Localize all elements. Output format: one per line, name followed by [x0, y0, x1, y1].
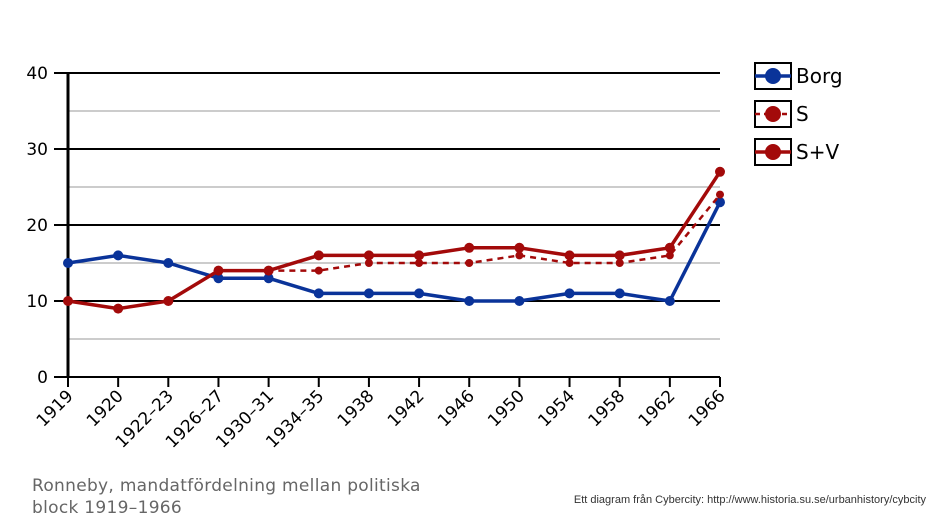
data-point — [614, 250, 625, 261]
x-tick-label: 1920 — [83, 386, 128, 431]
data-point — [564, 288, 575, 299]
legend-swatch-marker — [765, 144, 781, 160]
series-lines — [63, 166, 725, 314]
data-point — [213, 265, 224, 276]
series-line — [67, 170, 722, 311]
data-point — [514, 242, 525, 253]
data-point — [664, 242, 675, 253]
x-tick-label: 1958 — [584, 386, 629, 431]
data-point — [615, 259, 624, 267]
axes — [54, 73, 721, 387]
data-point — [414, 288, 425, 299]
credit-text: Ett diagram från Cybercity: http://www.h… — [573, 494, 926, 506]
data-point — [514, 296, 525, 306]
series-line — [67, 201, 722, 303]
data-point — [313, 250, 324, 261]
data-point — [564, 250, 575, 261]
legend-label: S+V — [796, 140, 839, 164]
y-tick-label: 10 — [26, 292, 48, 312]
y-tick-label: 20 — [26, 216, 48, 236]
x-tick-label: 1950 — [484, 386, 529, 431]
x-tick-label: 1938 — [334, 386, 379, 431]
data-point — [313, 288, 324, 299]
data-point — [113, 250, 124, 261]
x-tick-label: 1954 — [534, 386, 579, 431]
chart-caption: Ronneby, mandatfördelning mellan politis… — [32, 476, 421, 518]
y-tick-labels: 0 10 20 30 40 — [26, 64, 48, 388]
series-s-v — [63, 166, 725, 314]
legend-label: S — [796, 102, 809, 126]
y-tick-label: 30 — [26, 140, 48, 160]
data-point — [716, 190, 724, 199]
data-point — [465, 259, 474, 267]
data-point — [113, 303, 124, 314]
data-point — [63, 258, 73, 268]
y-tick-label: 0 — [37, 368, 48, 388]
x-tick-label: 1946 — [434, 386, 479, 431]
series-borg — [63, 197, 725, 306]
legend: Borg S S+V — [754, 62, 843, 166]
data-point — [715, 197, 725, 208]
data-point — [213, 273, 224, 284]
grid-lines — [54, 72, 720, 340]
data-point — [464, 296, 475, 306]
x-tick-label: 1966 — [685, 386, 730, 431]
data-point — [415, 259, 424, 267]
legend-swatch-marker — [765, 68, 781, 84]
y-tick-label: 40 — [26, 64, 48, 84]
data-point — [715, 166, 725, 177]
data-point — [63, 296, 73, 306]
data-point — [163, 258, 174, 268]
data-point — [363, 250, 374, 261]
legend-label: Borg — [796, 64, 843, 88]
data-point — [515, 251, 524, 260]
data-point — [614, 288, 625, 299]
x-tick-label: 1942 — [384, 386, 429, 431]
x-tick-label: 1962 — [635, 386, 680, 431]
data-point — [363, 288, 374, 299]
data-point — [665, 251, 674, 260]
data-point — [163, 296, 174, 306]
data-point — [364, 259, 373, 267]
data-point — [263, 273, 274, 284]
data-point — [565, 259, 574, 267]
legend-swatch-marker — [765, 106, 781, 122]
data-point — [263, 265, 274, 276]
data-point — [314, 266, 323, 275]
x-tick-label: 1919 — [33, 386, 78, 431]
data-point — [464, 242, 475, 253]
data-point — [414, 250, 425, 261]
data-point — [664, 296, 675, 306]
